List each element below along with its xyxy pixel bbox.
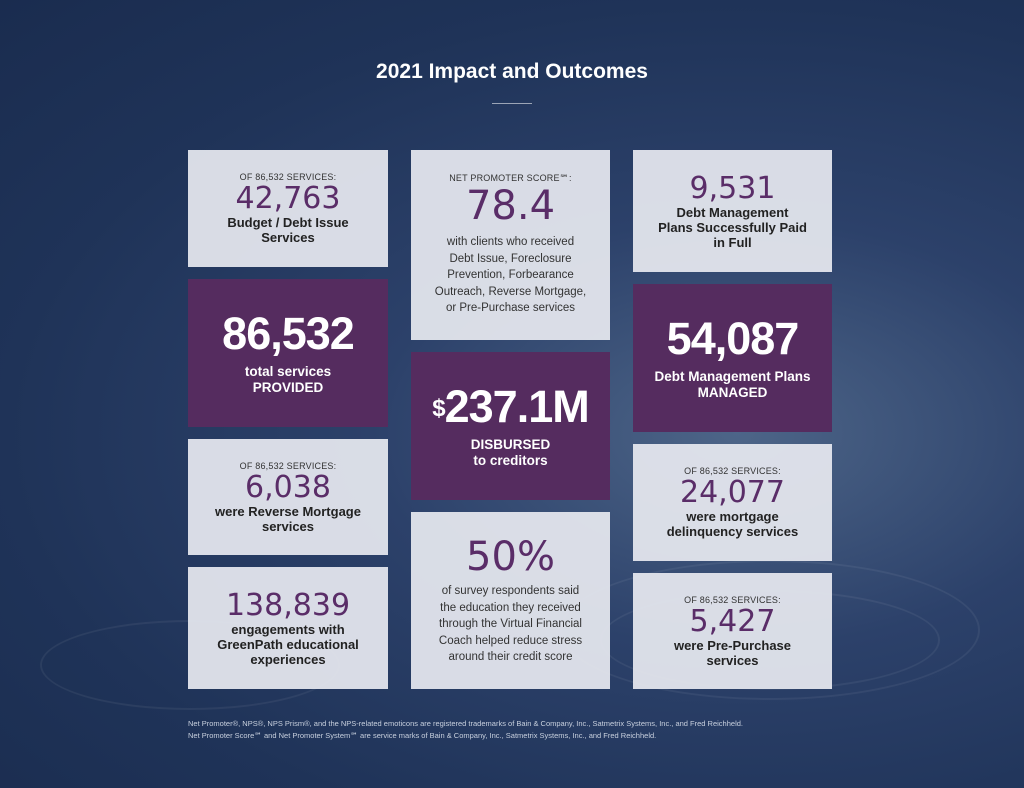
stat-number: 50% [466, 534, 555, 581]
stat-label: DISBURSED [470, 437, 551, 452]
stat-number: 9,531 [689, 170, 776, 206]
stat-description: the education they received [440, 601, 581, 614]
stat-description: with clients who received [446, 236, 575, 249]
stat-description: Debt Issue, Foreclosure [449, 252, 572, 265]
stat-label: to creditors [473, 453, 548, 468]
card-disbursed: $237.1M DISBURSED to creditors [411, 352, 610, 500]
stat-label: MANAGED [697, 385, 768, 400]
stat-description: Prevention, Forbearance [447, 269, 574, 282]
stat-label: were Reverse Mortgage [215, 503, 361, 519]
stat-label: services [706, 652, 759, 668]
stat-description: around their credit score [448, 651, 573, 664]
footnote-line: Net Promoter®, NPS®, NPS Prism®, and the… [188, 719, 743, 728]
stat-label: services [261, 518, 315, 534]
stat-label: Services [261, 230, 315, 245]
card-kicker: OF 86,532 SERVICES: [239, 172, 337, 182]
footnote-line: Net Promoter Score℠ and Net Promoter Sys… [188, 731, 657, 740]
trademark-footnote: Net Promoter®, NPS®, NPS Prism®, and the… [188, 718, 848, 742]
stat-number: 5,427 [689, 603, 776, 639]
stat-label: Plans Successfully Paid [658, 219, 807, 235]
stat-number: 78.4 [465, 183, 556, 230]
stat-label: Debt Management [676, 204, 789, 220]
stat-label: were Pre-Purchase [673, 637, 792, 653]
stat-number: $237.1M [432, 381, 590, 432]
title-divider [492, 103, 532, 104]
stat-description: Coach helped reduce stress [438, 634, 583, 647]
stat-label: engagements with [231, 621, 345, 637]
card-engagements: 138,839 engagements with GreenPath educa… [188, 567, 388, 689]
stat-description: of survey respondents said [441, 585, 580, 598]
card-kicker: NET PROMOTER SCORE℠: [449, 173, 572, 184]
stat-number-value: 237.1M [444, 381, 590, 432]
stat-label: in Full [713, 234, 752, 250]
card-kicker: OF 86,532 SERVICES: [684, 594, 781, 605]
card-pre-purchase: OF 86,532 SERVICES: 5,427 were Pre-Purch… [633, 573, 832, 689]
stat-label: total services [244, 364, 332, 379]
card-dmp-paid: 9,531 Debt Management Plans Successfully… [633, 150, 832, 272]
stat-label: were mortgage [686, 509, 779, 524]
stat-number: 54,087 [666, 313, 800, 364]
stat-label: delinquency services [666, 524, 799, 539]
card-kicker: OF 86,532 SERVICES: [684, 466, 781, 476]
stat-label: Debt Management Plans [654, 369, 811, 384]
card-net-promoter-score: NET PROMOTER SCORE℠: 78.4 with clients w… [411, 150, 610, 340]
stat-label: PROVIDED [252, 380, 324, 395]
stat-number: 24,077 [680, 475, 785, 510]
stat-number: 42,763 [235, 181, 341, 216]
stat-label: GreenPath educational [217, 636, 359, 652]
page-title: 2021 Impact and Outcomes [376, 60, 648, 83]
stat-number: 86,532 [222, 308, 355, 359]
card-reverse-mortgage: OF 86,532 SERVICES: 6,038 were Reverse M… [188, 439, 388, 555]
stat-label: experiences [250, 651, 326, 667]
stat-number: 6,038 [245, 469, 331, 505]
stat-description: or Pre-Purchase services [445, 302, 576, 315]
card-kicker: OF 86,532 SERVICES: [239, 460, 337, 471]
currency-symbol: $ [432, 395, 445, 422]
stat-description: Outreach, Reverse Mortgage, [434, 285, 587, 298]
card-total-services: 86,532 total services PROVIDED [188, 279, 388, 427]
card-dmp-managed: 54,087 Debt Management Plans MANAGED [633, 284, 832, 432]
stat-label: Budget / Debt Issue [227, 215, 349, 230]
card-budget-debt-services: OF 86,532 SERVICES: 42,763 Budget / Debt… [188, 150, 388, 267]
stat-description: through the Virtual Financial [439, 618, 582, 631]
card-mortgage-delinquency: OF 86,532 SERVICES: 24,077 were mortgage… [633, 444, 832, 561]
stat-number: 138,839 [225, 587, 351, 623]
card-survey: 50% of survey respondents said the educa… [411, 512, 610, 689]
